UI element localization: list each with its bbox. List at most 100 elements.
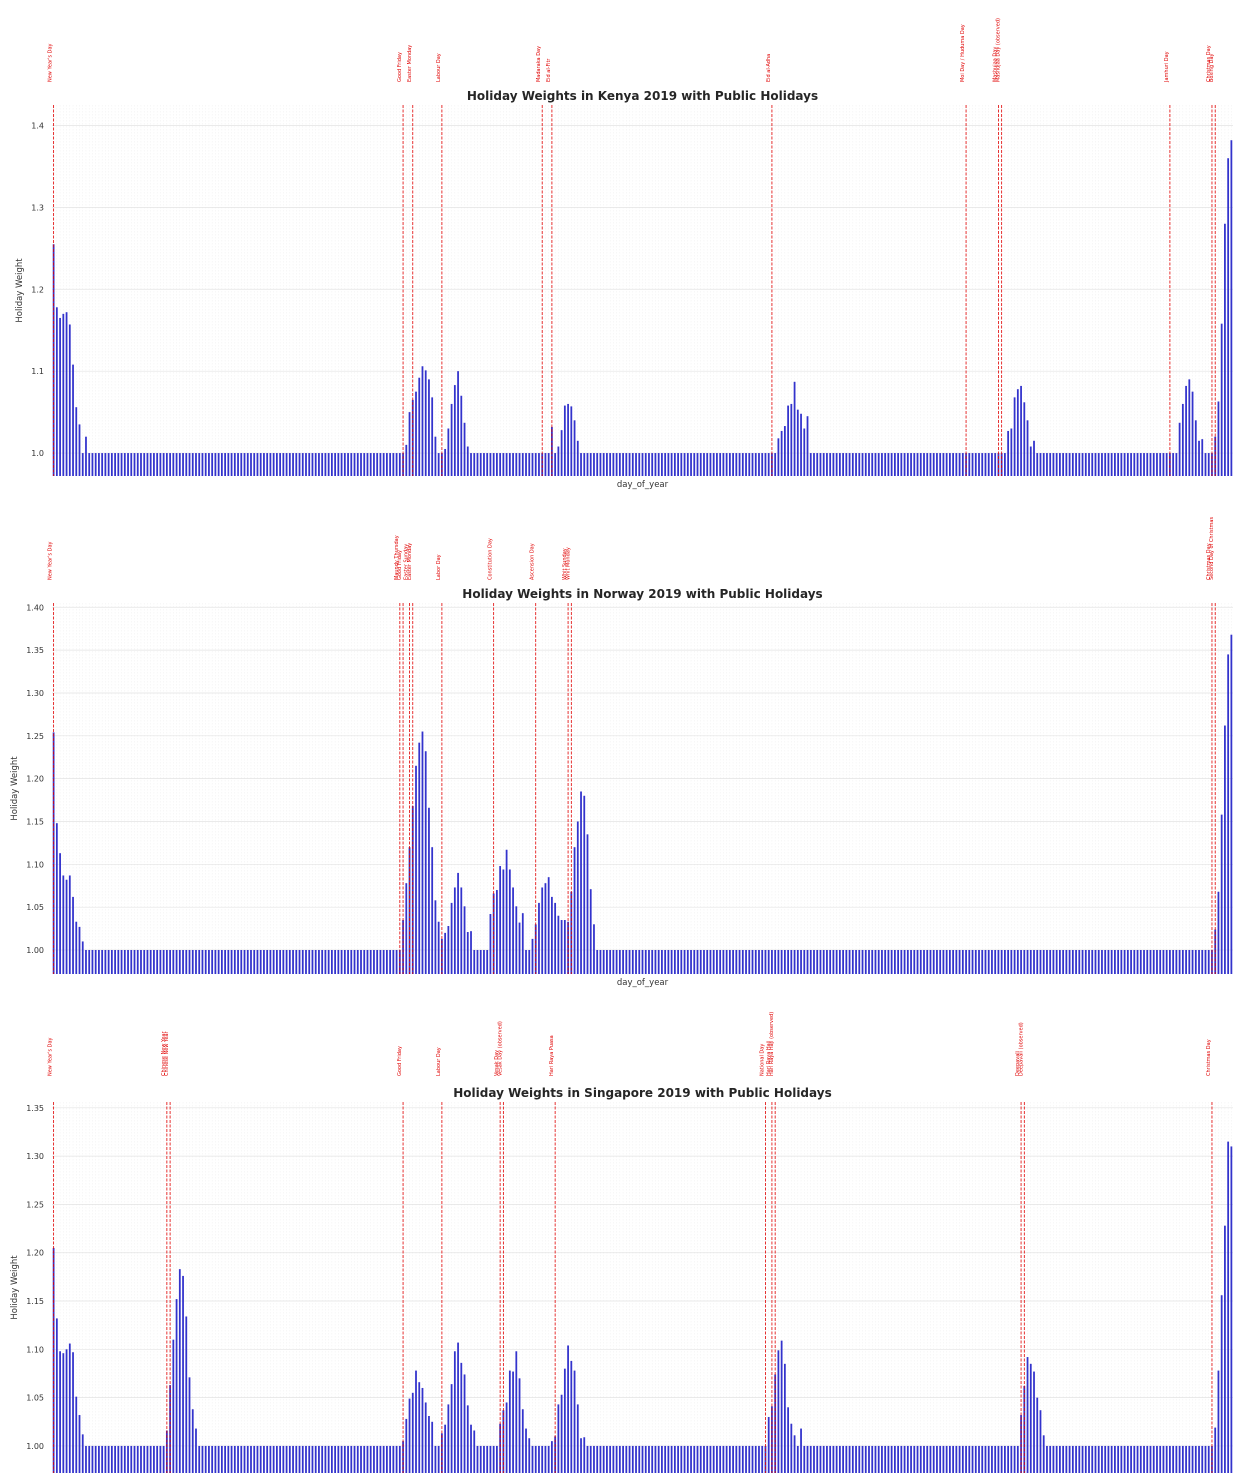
bar <box>796 950 799 974</box>
bar <box>887 1445 890 1473</box>
bar <box>1149 453 1152 476</box>
bar <box>431 1421 434 1473</box>
bar <box>926 950 929 974</box>
bar <box>1062 950 1065 974</box>
bar <box>402 1441 404 1473</box>
bar <box>211 453 214 476</box>
bar <box>1194 420 1197 476</box>
bar <box>337 1445 340 1473</box>
bar <box>172 950 175 974</box>
bar <box>706 453 709 476</box>
bar <box>780 430 783 476</box>
bar <box>373 1445 375 1473</box>
bar <box>466 1405 469 1473</box>
bar <box>806 416 809 476</box>
bar <box>1062 1445 1065 1473</box>
bar <box>330 950 333 974</box>
bar <box>871 950 874 974</box>
bar <box>266 950 269 974</box>
bar <box>881 950 883 974</box>
bar <box>250 950 252 974</box>
bar <box>288 453 291 476</box>
bar <box>563 920 566 974</box>
bar <box>502 869 505 974</box>
bar <box>1162 1445 1165 1473</box>
bar <box>771 453 773 476</box>
bar <box>1169 950 1171 974</box>
bar <box>208 950 210 974</box>
bar <box>1230 634 1233 974</box>
bar <box>130 453 133 476</box>
bar <box>913 950 916 974</box>
bar <box>968 453 971 476</box>
bar <box>65 879 68 974</box>
bar <box>389 453 392 476</box>
bar <box>738 1445 741 1473</box>
bar <box>800 1428 802 1473</box>
bar <box>282 950 285 974</box>
bar <box>411 1392 414 1473</box>
bar <box>1117 1445 1120 1473</box>
x-axis-label: day_of_year <box>617 978 669 988</box>
bar <box>754 1445 757 1473</box>
bar <box>948 950 951 974</box>
bar <box>295 950 298 974</box>
bar <box>709 453 712 476</box>
bar <box>182 1275 184 1473</box>
bar <box>489 453 492 476</box>
bar <box>1107 1445 1110 1473</box>
bar <box>269 453 272 476</box>
bar <box>1143 950 1145 974</box>
bar <box>1149 1445 1152 1473</box>
bar <box>162 950 165 974</box>
bar <box>1088 453 1090 476</box>
bar <box>1029 950 1032 974</box>
bar <box>842 950 844 974</box>
bar <box>230 950 233 974</box>
bar <box>133 1445 136 1473</box>
bar <box>683 1445 686 1473</box>
bar <box>1059 453 1061 476</box>
bar <box>981 950 984 974</box>
bar <box>237 1445 239 1473</box>
bar <box>1065 1445 1068 1473</box>
bar <box>1198 1445 1200 1473</box>
bar <box>314 453 317 476</box>
bar <box>916 1445 919 1473</box>
bar <box>379 453 382 476</box>
bar <box>848 453 851 476</box>
holiday-label: Constitution Day <box>488 538 494 580</box>
holiday-label: Ascension Day <box>530 543 536 580</box>
bar <box>554 453 557 476</box>
bar <box>188 950 191 974</box>
bar <box>984 1445 987 1473</box>
bar <box>868 950 870 974</box>
bar <box>612 453 615 476</box>
bar <box>994 950 997 974</box>
bar <box>1000 453 1003 476</box>
bar <box>716 950 718 974</box>
bar <box>444 448 447 476</box>
bar <box>175 950 178 974</box>
chart-title: Holiday Weights in Kenya 2019 with Publi… <box>467 89 818 103</box>
bar <box>1007 950 1010 974</box>
bar <box>98 950 100 974</box>
bar <box>832 950 835 974</box>
bar <box>712 453 715 476</box>
bar <box>453 887 456 974</box>
holiday-label: New Year's Day <box>48 43 54 82</box>
bar <box>114 453 116 476</box>
bar <box>1146 453 1149 476</box>
bar <box>936 950 938 974</box>
bar <box>1059 1445 1061 1473</box>
bar <box>1071 950 1074 974</box>
bar <box>88 1445 91 1473</box>
bar <box>547 453 550 476</box>
bar <box>195 453 197 476</box>
bar <box>968 950 971 974</box>
bar <box>991 1445 993 1473</box>
bar <box>1084 453 1087 476</box>
bar <box>376 950 379 974</box>
bar <box>541 1445 544 1473</box>
